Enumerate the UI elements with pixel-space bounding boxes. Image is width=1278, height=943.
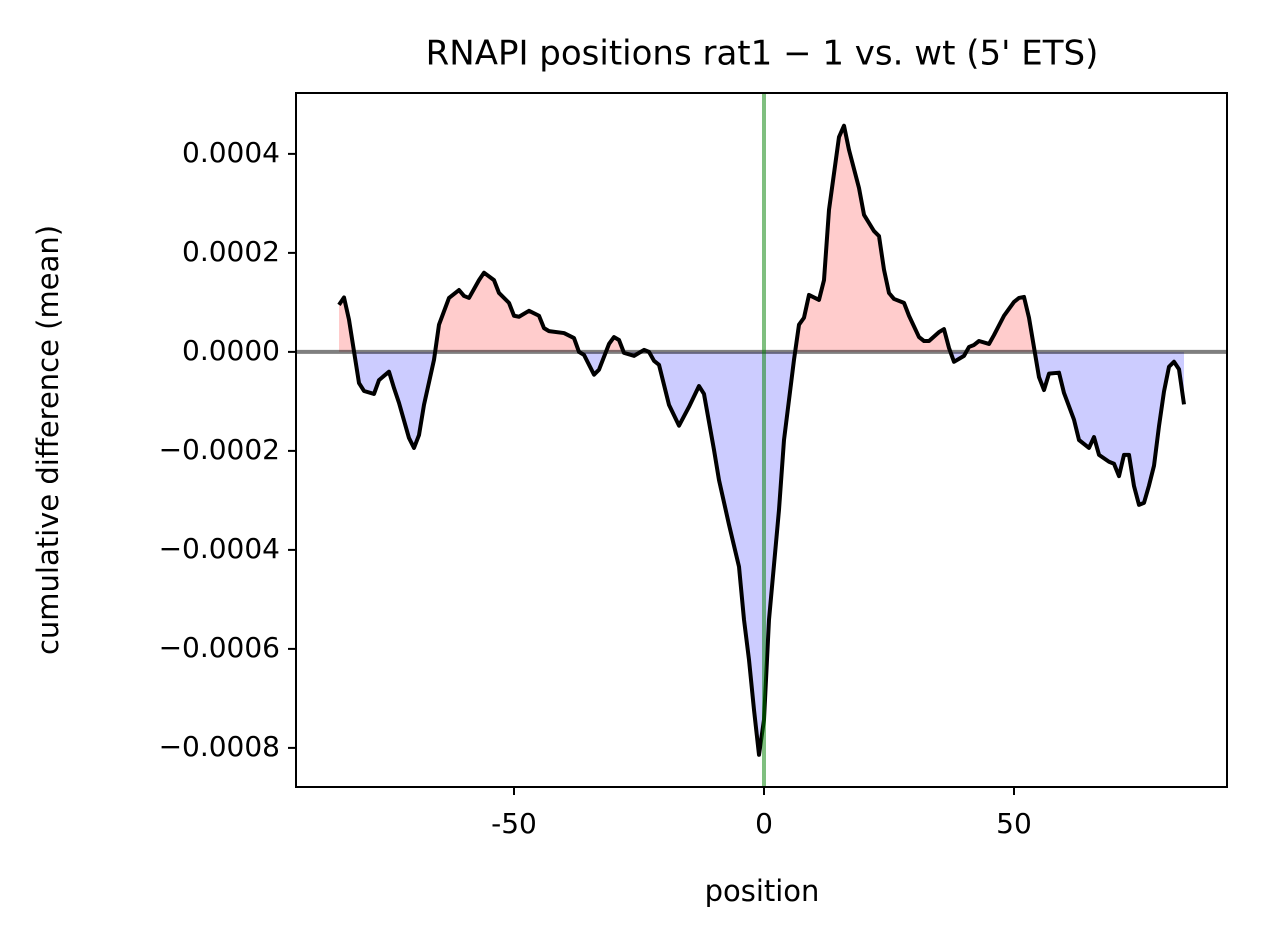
y-tick-label: −0.0004 <box>159 532 280 565</box>
y-tick-label: −0.0002 <box>159 433 280 466</box>
plot-frame <box>295 92 1228 788</box>
x-tick-label: -50 <box>491 807 537 840</box>
y-axis-label: cumulative difference (mean) <box>31 225 65 655</box>
area-positive <box>339 125 1035 352</box>
chart-title: RNAPI positions rat1 − 1 vs. wt (5' ETS) <box>426 34 1099 74</box>
y-tick-label: 0.0000 <box>182 334 280 367</box>
y-tick-label: −0.0006 <box>159 631 280 664</box>
x-tick-label: 0 <box>755 807 773 840</box>
x-tick-label: 50 <box>996 807 1032 840</box>
y-tick-label: 0.0002 <box>182 235 280 268</box>
y-tick-label: 0.0004 <box>182 136 280 169</box>
line <box>337 123 1186 757</box>
area-negative <box>339 351 1184 755</box>
y-tick-label: −0.0008 <box>159 730 280 763</box>
x-axis-label: position <box>705 874 820 908</box>
